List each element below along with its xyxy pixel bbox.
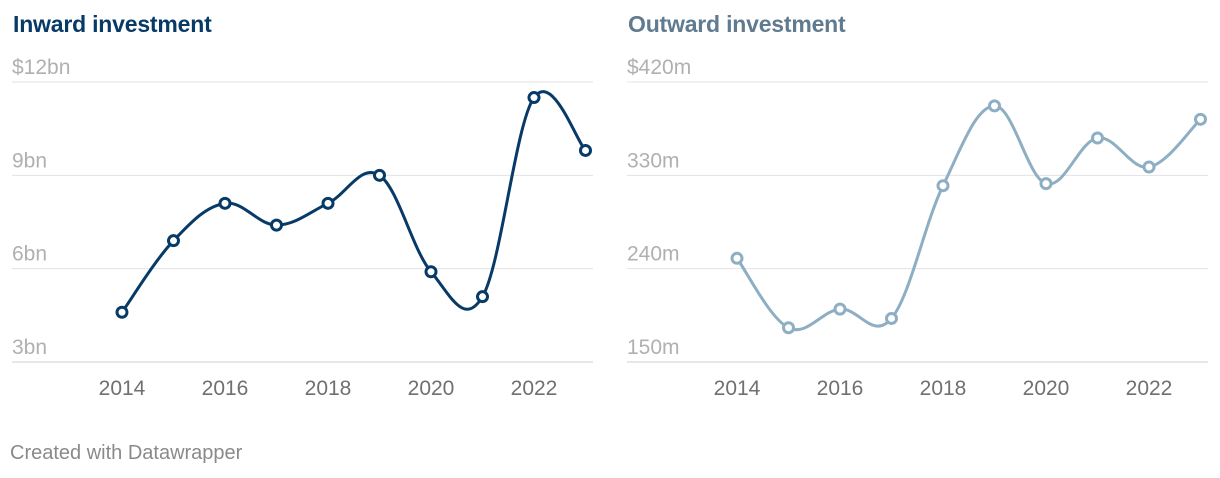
data-point <box>1142 160 1156 174</box>
y-tick-label: $12bn <box>12 56 70 79</box>
data-point <box>373 168 386 182</box>
data-point <box>885 311 898 325</box>
x-tick-label: 2018 <box>305 377 352 400</box>
data-point <box>321 196 335 210</box>
x-tick-label: 2014 <box>714 377 761 400</box>
x-tick-label: 2020 <box>408 377 455 400</box>
data-point <box>476 290 489 304</box>
data-point <box>833 302 847 316</box>
data-point <box>527 91 541 105</box>
data-point <box>167 234 180 248</box>
chart-title-outward: Outward investment <box>628 11 846 37</box>
series-line <box>735 104 1202 332</box>
data-point <box>1039 177 1053 191</box>
datawrapper-credit: Created with Datawrapper <box>10 442 243 464</box>
inward-investment-chart: Inward investment 3bn 6bn 9bn $12bn 2014 2016… <box>0 0 600 430</box>
x-tick-label: 2020 <box>1023 377 1070 400</box>
data-point <box>936 179 950 193</box>
data-point <box>115 305 129 319</box>
y-tick-label: 6bn <box>12 243 47 266</box>
y-tick-label: 3bn <box>12 336 47 359</box>
data-point <box>424 265 438 279</box>
y-tick-label: 150m <box>627 336 680 359</box>
data-point <box>988 99 1001 113</box>
x-tick-label: 2014 <box>99 377 146 400</box>
y-tick-label: $420m <box>627 56 691 79</box>
x-tick-label: 2018 <box>920 377 967 400</box>
data-point <box>1194 112 1207 126</box>
inward-plot: 3bn 6bn 9bn $12bn 2014 2016 2018 2020 2022 <box>12 56 593 400</box>
data-point <box>218 196 232 210</box>
outward-investment-chart: Outward investment 150m 240m 330m $420m 2014… <box>615 0 1215 430</box>
outward-plot: 150m 240m 330m $420m 2014 2016 2018 2020 2022 <box>627 56 1208 400</box>
x-tick-label: 2016 <box>202 377 249 400</box>
y-tick-label: 9bn <box>12 149 47 172</box>
data-point <box>1091 131 1104 145</box>
data-point <box>579 143 592 157</box>
x-tick-label: 2016 <box>817 377 864 400</box>
x-tick-label: 2022 <box>1126 377 1173 400</box>
y-tick-label: 240m <box>627 243 680 266</box>
series-line <box>120 90 587 314</box>
data-point <box>730 251 744 265</box>
chart-title-inward: Inward investment <box>13 11 212 37</box>
data-point <box>270 218 283 232</box>
y-tick-label: 330m <box>627 149 680 172</box>
data-point <box>782 321 795 335</box>
x-tick-label: 2022 <box>511 377 558 400</box>
